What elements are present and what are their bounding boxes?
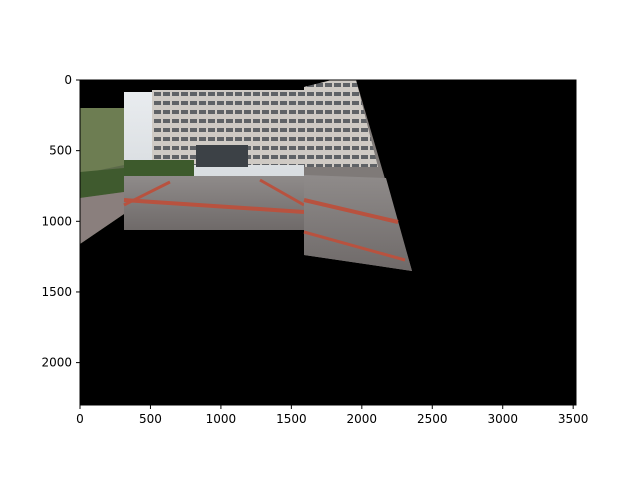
- x-tick-label: 2000: [347, 412, 378, 426]
- building-entrance: [196, 145, 248, 167]
- x-axis: 0 500 1000 1500 2000 2500 3000 3500: [76, 405, 588, 426]
- left-hedge: [80, 168, 124, 198]
- x-tick-label: 3000: [487, 412, 518, 426]
- x-tick-label: 1500: [276, 412, 307, 426]
- brick-line-4: [303, 198, 399, 224]
- y-tick-label: 1000: [41, 214, 72, 228]
- left-pavement: [80, 192, 124, 244]
- plot-area: [79, 79, 577, 406]
- brick-line-5: [303, 230, 406, 262]
- brick-line-1: [123, 198, 305, 214]
- y-tick-label: 2000: [41, 356, 72, 370]
- left-trees: [80, 108, 124, 175]
- x-tick-label: 500: [139, 412, 162, 426]
- y-tick-label: 0: [64, 73, 72, 87]
- brick-line-2: [123, 180, 171, 207]
- center-hedge: [124, 160, 194, 176]
- x-tick-label: 1000: [206, 412, 237, 426]
- panorama-image: [80, 80, 412, 271]
- brick-line-3: [259, 178, 305, 207]
- right-ground: [304, 175, 412, 271]
- x-tick-label: 3500: [558, 412, 589, 426]
- x-tick-label: 0: [76, 412, 84, 426]
- y-tick-label: 1500: [41, 285, 72, 299]
- right-building: [304, 80, 378, 167]
- x-tick-label: 2500: [417, 412, 448, 426]
- axes-frame: [79, 79, 577, 406]
- y-tick-label: 500: [49, 144, 72, 158]
- center-ground: [124, 176, 304, 230]
- y-axis: 0 500 1000 1500 2000: [41, 73, 80, 370]
